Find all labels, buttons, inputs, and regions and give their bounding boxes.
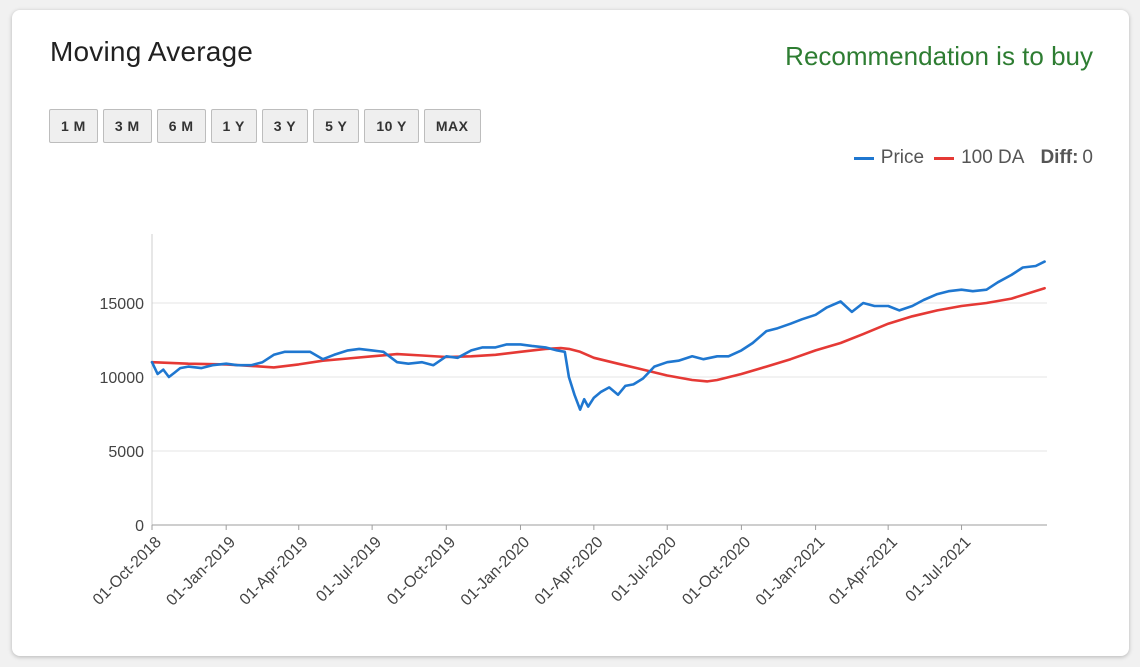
legend-label-price: Price bbox=[880, 147, 925, 168]
range-button-6m[interactable]: 6 M bbox=[156, 109, 206, 143]
price-swatch bbox=[853, 156, 874, 160]
ma-swatch bbox=[934, 156, 955, 160]
x-tick-label: 01-Oct-2018 bbox=[90, 534, 165, 609]
x-tick-label: 01-Apr-2019 bbox=[237, 534, 312, 609]
x-tick-label: 01-Jul-2021 bbox=[903, 534, 975, 606]
x-tick-label: 01-Jul-2019 bbox=[313, 534, 385, 606]
diff-label: Diff: bbox=[1040, 147, 1079, 168]
x-tick-label: 01-Jan-2020 bbox=[458, 534, 534, 610]
x-tick-label: 01-Jul-2020 bbox=[608, 534, 680, 606]
range-selector: 1 M 3 M 6 M 1 Y 3 Y 5 Y 10 Y MAX bbox=[49, 109, 481, 143]
x-tick-label: 01-Oct-2019 bbox=[384, 534, 459, 609]
y-tick-label: 10000 bbox=[100, 370, 145, 387]
x-tick-label: 01-Jan-2021 bbox=[753, 534, 829, 610]
x-tick-label: 01-Apr-2021 bbox=[826, 534, 901, 609]
x-tick-label: 01-Oct-2020 bbox=[679, 534, 754, 609]
x-tick-label: 01-Jan-2019 bbox=[163, 534, 239, 610]
card-title: Moving Average bbox=[50, 36, 254, 67]
range-button-3y[interactable]: 3 Y bbox=[261, 109, 309, 143]
legend-item-ma[interactable]: 100 DA bbox=[934, 147, 1024, 169]
recommendation-text: Recommendation is to buy bbox=[785, 41, 1093, 71]
range-button-5y[interactable]: 5 Y bbox=[313, 109, 360, 143]
legend-item-price[interactable]: Price bbox=[853, 147, 925, 169]
y-tick-label: 0 bbox=[135, 518, 144, 535]
ma-series-line bbox=[150, 286, 1046, 383]
chart-legend: Price 100 DA Diff: 0 bbox=[853, 147, 1093, 169]
range-button-1y[interactable]: 1 Y bbox=[210, 109, 257, 143]
range-button-1m[interactable]: 1 M bbox=[49, 109, 98, 143]
diff-value: 0 bbox=[1082, 147, 1093, 168]
range-button-max[interactable]: MAX bbox=[423, 109, 481, 143]
y-tick-label: 5000 bbox=[108, 444, 144, 461]
price-series-line bbox=[150, 260, 1046, 411]
y-tick-label: 15000 bbox=[100, 296, 145, 313]
legend-label-ma: 100 DA bbox=[961, 147, 1025, 168]
range-button-10y[interactable]: 10 Y bbox=[364, 109, 419, 143]
x-tick-label: 01-Apr-2020 bbox=[532, 534, 607, 609]
range-button-3m[interactable]: 3 M bbox=[102, 109, 152, 143]
